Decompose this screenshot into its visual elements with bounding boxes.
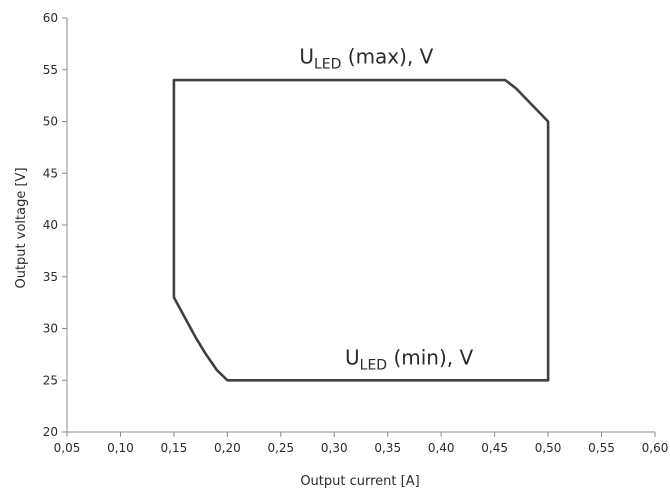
- y-axis-title: Output voltage [V]: [14, 167, 29, 288]
- operating-window-outline: [172, 78, 550, 382]
- x-tick-label: 0,40: [428, 441, 455, 455]
- x-tick-label: 0,25: [267, 441, 294, 455]
- x-tick-label: 0,10: [107, 441, 134, 455]
- x-tick-label: 0,15: [161, 441, 188, 455]
- y-tick-label: 50: [43, 115, 58, 129]
- y-tick-label: 35: [43, 270, 58, 284]
- y-tick-label: 45: [43, 166, 58, 180]
- annotation-label: ULED (max), V: [299, 45, 433, 73]
- x-tick-label: 0,50: [535, 441, 562, 455]
- x-tick-label: 0,35: [374, 441, 401, 455]
- x-tick-label: 0,20: [214, 441, 241, 455]
- annotations: ULED (max), V ULED (min), V: [299, 45, 473, 374]
- x-tick-label: 0,60: [642, 441, 669, 455]
- x-tick-label: 0,45: [481, 441, 508, 455]
- x-tick-label: 0,55: [588, 441, 615, 455]
- x-tick-label: 0,05: [54, 441, 81, 455]
- y-tick-label: 20: [43, 425, 58, 439]
- x-tick-label: 0,30: [321, 441, 348, 455]
- y-tick-label: 40: [43, 218, 58, 232]
- series-layer: [172, 78, 550, 382]
- y-tick-label: 25: [43, 373, 58, 387]
- annotation-label: ULED (min), V: [345, 346, 473, 374]
- x-axis-title: Output current [A]: [300, 474, 419, 489]
- ticks: 0,05 0,10 0,15 0,20 0,25 0,30 0,35 0,40 0,45 0,50…: [43, 11, 669, 455]
- y-tick-label: 55: [43, 63, 58, 77]
- y-tick-label: 30: [43, 322, 58, 336]
- y-tick-label: 60: [43, 11, 58, 25]
